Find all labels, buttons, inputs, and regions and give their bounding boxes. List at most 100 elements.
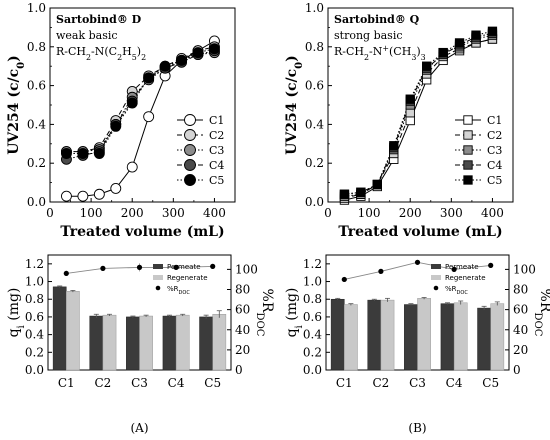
rdoc-point [173, 264, 179, 270]
y-tick-label: 0.0 [305, 195, 324, 209]
series-line-c5 [344, 30, 493, 195]
legend-label: C5 [487, 174, 502, 187]
y2-tick-label: 40 [513, 323, 528, 337]
legend-label: C1 [487, 114, 502, 127]
x-tick-label: 0 [46, 206, 54, 220]
y-tick-label: 0.4 [25, 328, 44, 342]
y-tick-label: 1.0 [25, 275, 44, 289]
category-label: C3 [131, 376, 148, 390]
category-label: C2 [94, 376, 111, 390]
rdoc-point [488, 262, 494, 268]
y2-tick-label: 40 [235, 323, 250, 337]
annotation-line1: strong basic [334, 29, 403, 42]
series-line-c1 [344, 38, 493, 201]
series-line-c5 [66, 48, 215, 154]
data-point-c5 [110, 120, 122, 132]
y-tick-label: 0.6 [25, 310, 44, 324]
category-label: C4 [446, 376, 463, 390]
legend-marker-rdoc [155, 285, 161, 291]
bar-regenerate [453, 302, 468, 371]
y2-axis-label: %RDOC [255, 289, 276, 337]
y2-tick-label: 60 [513, 303, 528, 317]
data-point-c1 [77, 190, 89, 202]
legend-marker [184, 129, 196, 141]
category-label: C5 [482, 376, 499, 390]
category-label: C3 [409, 376, 426, 390]
x-tick-label: 100 [80, 206, 103, 220]
legend-label-rdoc: %RDOC [445, 285, 468, 296]
data-point-c5 [159, 60, 171, 72]
data-point-c5 [60, 148, 72, 159]
data-point-c1 [405, 115, 415, 126]
bar-permeate [126, 316, 140, 371]
bar-regenerate [212, 314, 227, 371]
rdoc-point [378, 268, 384, 274]
y-tick-label: 0.2 [25, 345, 44, 359]
y-tick-label: 0.4 [27, 117, 46, 131]
data-point-c5 [176, 54, 188, 66]
y-tick-label: 0.4 [303, 328, 322, 342]
category-label: C2 [372, 376, 389, 390]
bar-regenerate [139, 315, 153, 371]
data-point-c5 [471, 30, 481, 40]
data-point-c1 [126, 161, 138, 173]
y-tick-label: 1.0 [27, 1, 46, 15]
y2-tick-label: 60 [235, 303, 250, 317]
y2-axis-label: %RDOC [533, 289, 550, 337]
legend-label-permeate: Permeate [167, 263, 201, 271]
data-point-c5 [77, 148, 89, 159]
series-line-c3 [344, 34, 493, 197]
data-point-c5 [405, 94, 415, 104]
rdoc-point [341, 276, 347, 283]
bar-regenerate [175, 314, 190, 371]
series-line-c2 [344, 38, 493, 199]
x-tick-label: 200 [121, 206, 144, 220]
y2-tick-label: 80 [513, 283, 528, 297]
panel-label: (A) [130, 421, 148, 435]
annotation-line2: R-CH2-N(C2H5)2 [56, 45, 146, 62]
legend-label-regenerate: Regenerate [445, 274, 486, 282]
data-point-c1 [143, 111, 155, 123]
data-point-c5 [192, 47, 204, 59]
x-tick-label: 400 [481, 206, 504, 220]
bar-regenerate [490, 303, 505, 371]
y-axis-label: UV254 (c/c0) [6, 55, 27, 155]
y2-tick-label: 100 [513, 262, 536, 276]
y-axis-label: qi (mg) [284, 288, 305, 338]
legend-marker-rdoc [433, 285, 439, 291]
legend-marker [463, 175, 473, 185]
bar-permeate [52, 286, 67, 371]
legend-swatch-permeate [153, 264, 163, 269]
y-tick-label: 0.8 [305, 40, 324, 54]
data-point-c5 [372, 179, 382, 190]
legend-marker [184, 174, 196, 186]
data-point-c5 [487, 26, 498, 36]
x-tick-label: 400 [203, 206, 226, 220]
rdoc-point [63, 270, 69, 277]
legend-marker [463, 160, 473, 170]
y2-tick-label: 0 [235, 363, 243, 377]
y-tick-label: 0.8 [27, 40, 46, 54]
series-line-c1 [66, 40, 215, 197]
bar-permeate [162, 315, 177, 371]
x-axis-label: Treated volume (mL) [60, 224, 224, 240]
y-tick-label: 0.0 [27, 195, 46, 209]
data-point-c5 [339, 189, 350, 199]
y-tick-label: 1.2 [25, 257, 44, 271]
y2-tick-label: 80 [235, 283, 250, 297]
series-line-c2 [66, 46, 215, 153]
y-tick-label: 0.6 [303, 310, 322, 324]
bar-permeate [440, 303, 455, 371]
y-tick-label: 0.6 [27, 79, 46, 93]
x-tick-label: 300 [440, 206, 463, 220]
x-tick-label: 0 [324, 206, 332, 220]
y2-tick-label: 0 [513, 363, 521, 377]
legend-label: C3 [487, 144, 502, 157]
y-tick-label: 0.8 [25, 292, 44, 306]
y-tick-label: 1.0 [305, 1, 324, 15]
bar-regenerate [102, 314, 117, 371]
bar-regenerate [380, 299, 395, 371]
bar-regenerate [66, 291, 80, 371]
category-label: C1 [336, 376, 353, 390]
